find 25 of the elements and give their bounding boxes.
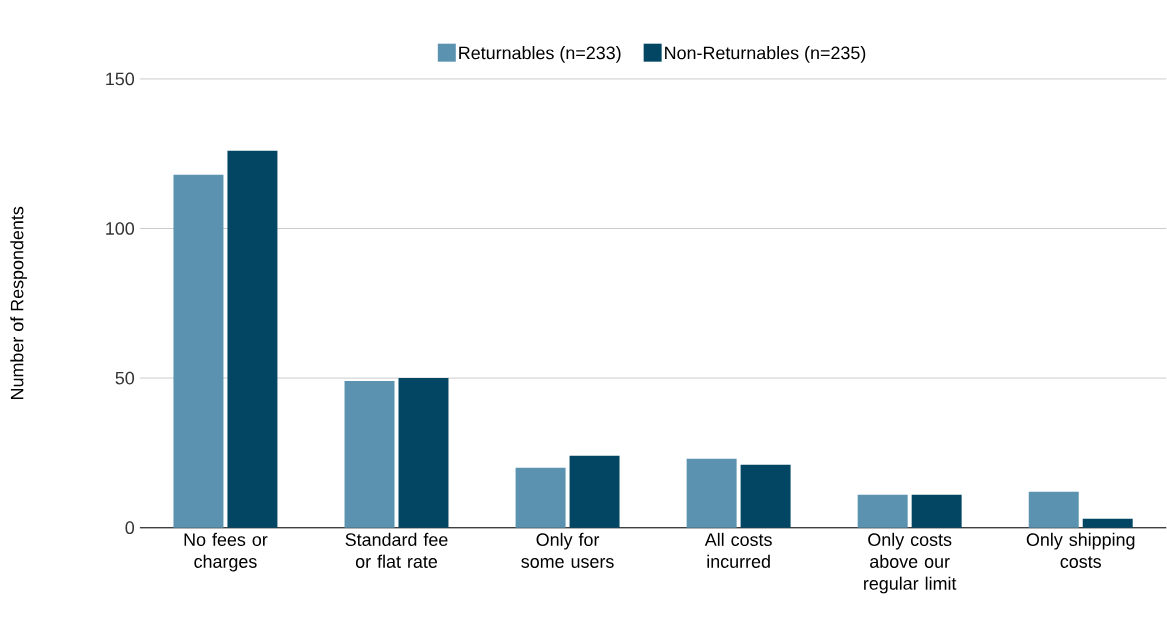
x-tick-label: Standard fee or flat rate xyxy=(345,533,448,569)
x-tick-label: No fees or charges xyxy=(184,533,268,572)
y-tick-label: 50 xyxy=(115,371,135,385)
bar xyxy=(686,459,737,528)
legend-label: Non-Returnables (n=235) xyxy=(665,46,866,63)
bar xyxy=(515,468,566,528)
bar xyxy=(1082,518,1133,528)
bar xyxy=(227,150,278,528)
x-tick-label: All costs incurred xyxy=(704,533,772,569)
legend-label: Returnables (n=233) xyxy=(459,46,621,63)
bar xyxy=(173,174,224,528)
bar xyxy=(569,456,620,528)
y-axis-title: Number of Respondents xyxy=(10,207,27,400)
x-tick-label: Only shipping costs xyxy=(1026,533,1135,569)
y-tick-label: 150 xyxy=(106,72,135,86)
bar xyxy=(857,494,908,528)
y-tick-label: 0 xyxy=(125,521,135,535)
y-tick-label: 100 xyxy=(106,222,135,236)
x-tick-label: Only for some users xyxy=(521,533,614,569)
bar xyxy=(344,381,395,528)
bar xyxy=(911,494,962,528)
bar xyxy=(740,465,791,528)
bar xyxy=(398,378,449,528)
bar xyxy=(1028,491,1079,528)
x-tick-label: Only costs above our regular limit xyxy=(864,533,957,594)
